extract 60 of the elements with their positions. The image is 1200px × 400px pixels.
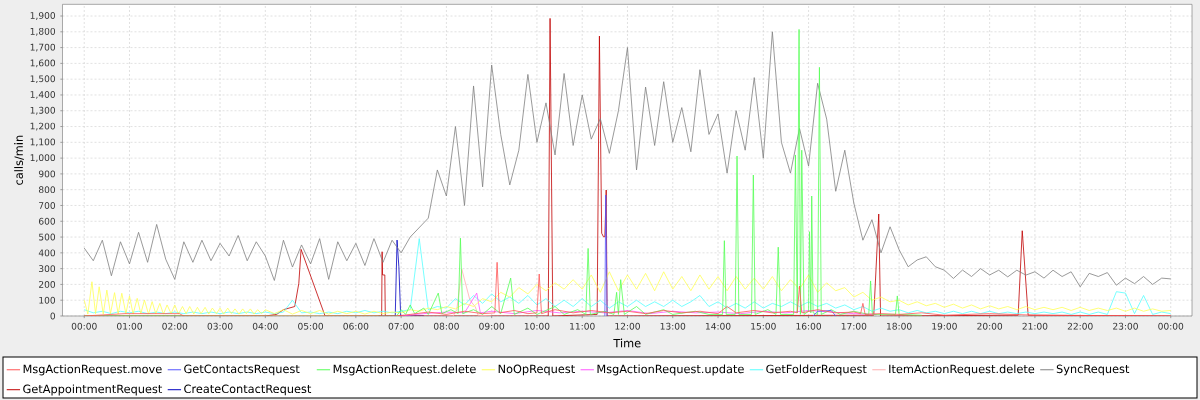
y-tick-label: 1,300 — [30, 106, 56, 115]
x-tick-label: 04:00 — [252, 322, 278, 330]
y-tick-label: 200 — [39, 280, 56, 288]
x-tick-label: 08:00 — [433, 322, 459, 330]
y-tick-label: 0 — [50, 312, 56, 320]
y-tick-label: 1,800 — [30, 27, 56, 36]
legend-label: NoOpRequest — [498, 364, 575, 376]
y-tick-label: 1,600 — [30, 59, 56, 68]
x-axis-title: Time — [613, 338, 641, 348]
legend-label: MsgActionRequest.delete — [333, 364, 476, 376]
line-series — [83, 271, 1172, 315]
x-tick-label: 10:00 — [524, 322, 550, 330]
x-tick-label: 14:00 — [705, 322, 731, 330]
x-tick-label: 03:00 — [207, 322, 233, 330]
x-tick-label: 22:00 — [1067, 322, 1093, 330]
y-tick-label: 600 — [38, 217, 56, 225]
y-tick-label: 300 — [39, 265, 56, 273]
y-tick-label: 1,400 — [30, 91, 56, 99]
legend-label: GetContactsRequest — [184, 364, 300, 376]
x-tick-label: 02:00 — [162, 322, 188, 330]
x-tick-label: 11:00 — [570, 322, 595, 330]
y-tick-label: 1,500 — [30, 75, 56, 84]
x-tick-label: 05:00 — [298, 322, 324, 330]
y-tick-label: 1,900 — [30, 12, 56, 20]
x-tick-label: 18:00 — [887, 322, 912, 330]
x-tick-label: 17:00 — [841, 322, 867, 330]
y-tick-label: 100 — [39, 296, 56, 304]
x-tick-label: 23:00 — [1113, 322, 1138, 330]
x-tick-label: 16:00 — [796, 322, 822, 330]
legend-label: MsgActionRequest.move — [23, 364, 162, 376]
y-tick-label: 900 — [38, 170, 56, 178]
x-tick-label: 00:00 — [1158, 322, 1184, 330]
y-tick-label: 400 — [38, 249, 56, 257]
legend-label: ItemActionRequest.delete — [889, 364, 1035, 376]
legend-label: CreateContactRequest — [184, 384, 312, 396]
y-tick-label: 500 — [39, 233, 56, 241]
legend-label: GetFolderRequest — [766, 364, 867, 376]
x-tick-label: 15:00 — [751, 322, 776, 330]
y-tick-label: 700 — [39, 202, 56, 209]
x-tick-label: 07:00 — [388, 322, 414, 330]
x-tick-label: 21:00 — [1022, 322, 1048, 330]
x-tick-label: 06:00 — [343, 322, 369, 330]
x-tick-label: 00:00 — [71, 322, 97, 330]
y-tick-label: 1,100 — [30, 138, 56, 147]
legend-label: SyncRequest — [1056, 364, 1130, 376]
y-tick-label: 800 — [38, 186, 56, 194]
x-tick-label: 19:00 — [932, 322, 957, 330]
x-tick-label: 01:00 — [117, 322, 142, 330]
x-tick-label: 13:00 — [660, 322, 686, 330]
legend-label: MsgActionRequest.update — [597, 364, 744, 376]
x-tick-label: 20:00 — [977, 322, 1003, 330]
y-tick-label: 1,700 — [30, 43, 56, 52]
y-tick-label: 1,000 — [30, 154, 56, 162]
y-axis-title: calls/min — [14, 135, 24, 185]
y-tick-label: 1,200 — [30, 122, 56, 131]
line-series — [83, 261, 1172, 316]
legend-label: GetAppointmentRequest — [23, 384, 163, 396]
line-series — [446, 268, 493, 316]
x-tick-label: 09:00 — [479, 322, 505, 330]
x-tick-label: 12:00 — [615, 322, 640, 330]
